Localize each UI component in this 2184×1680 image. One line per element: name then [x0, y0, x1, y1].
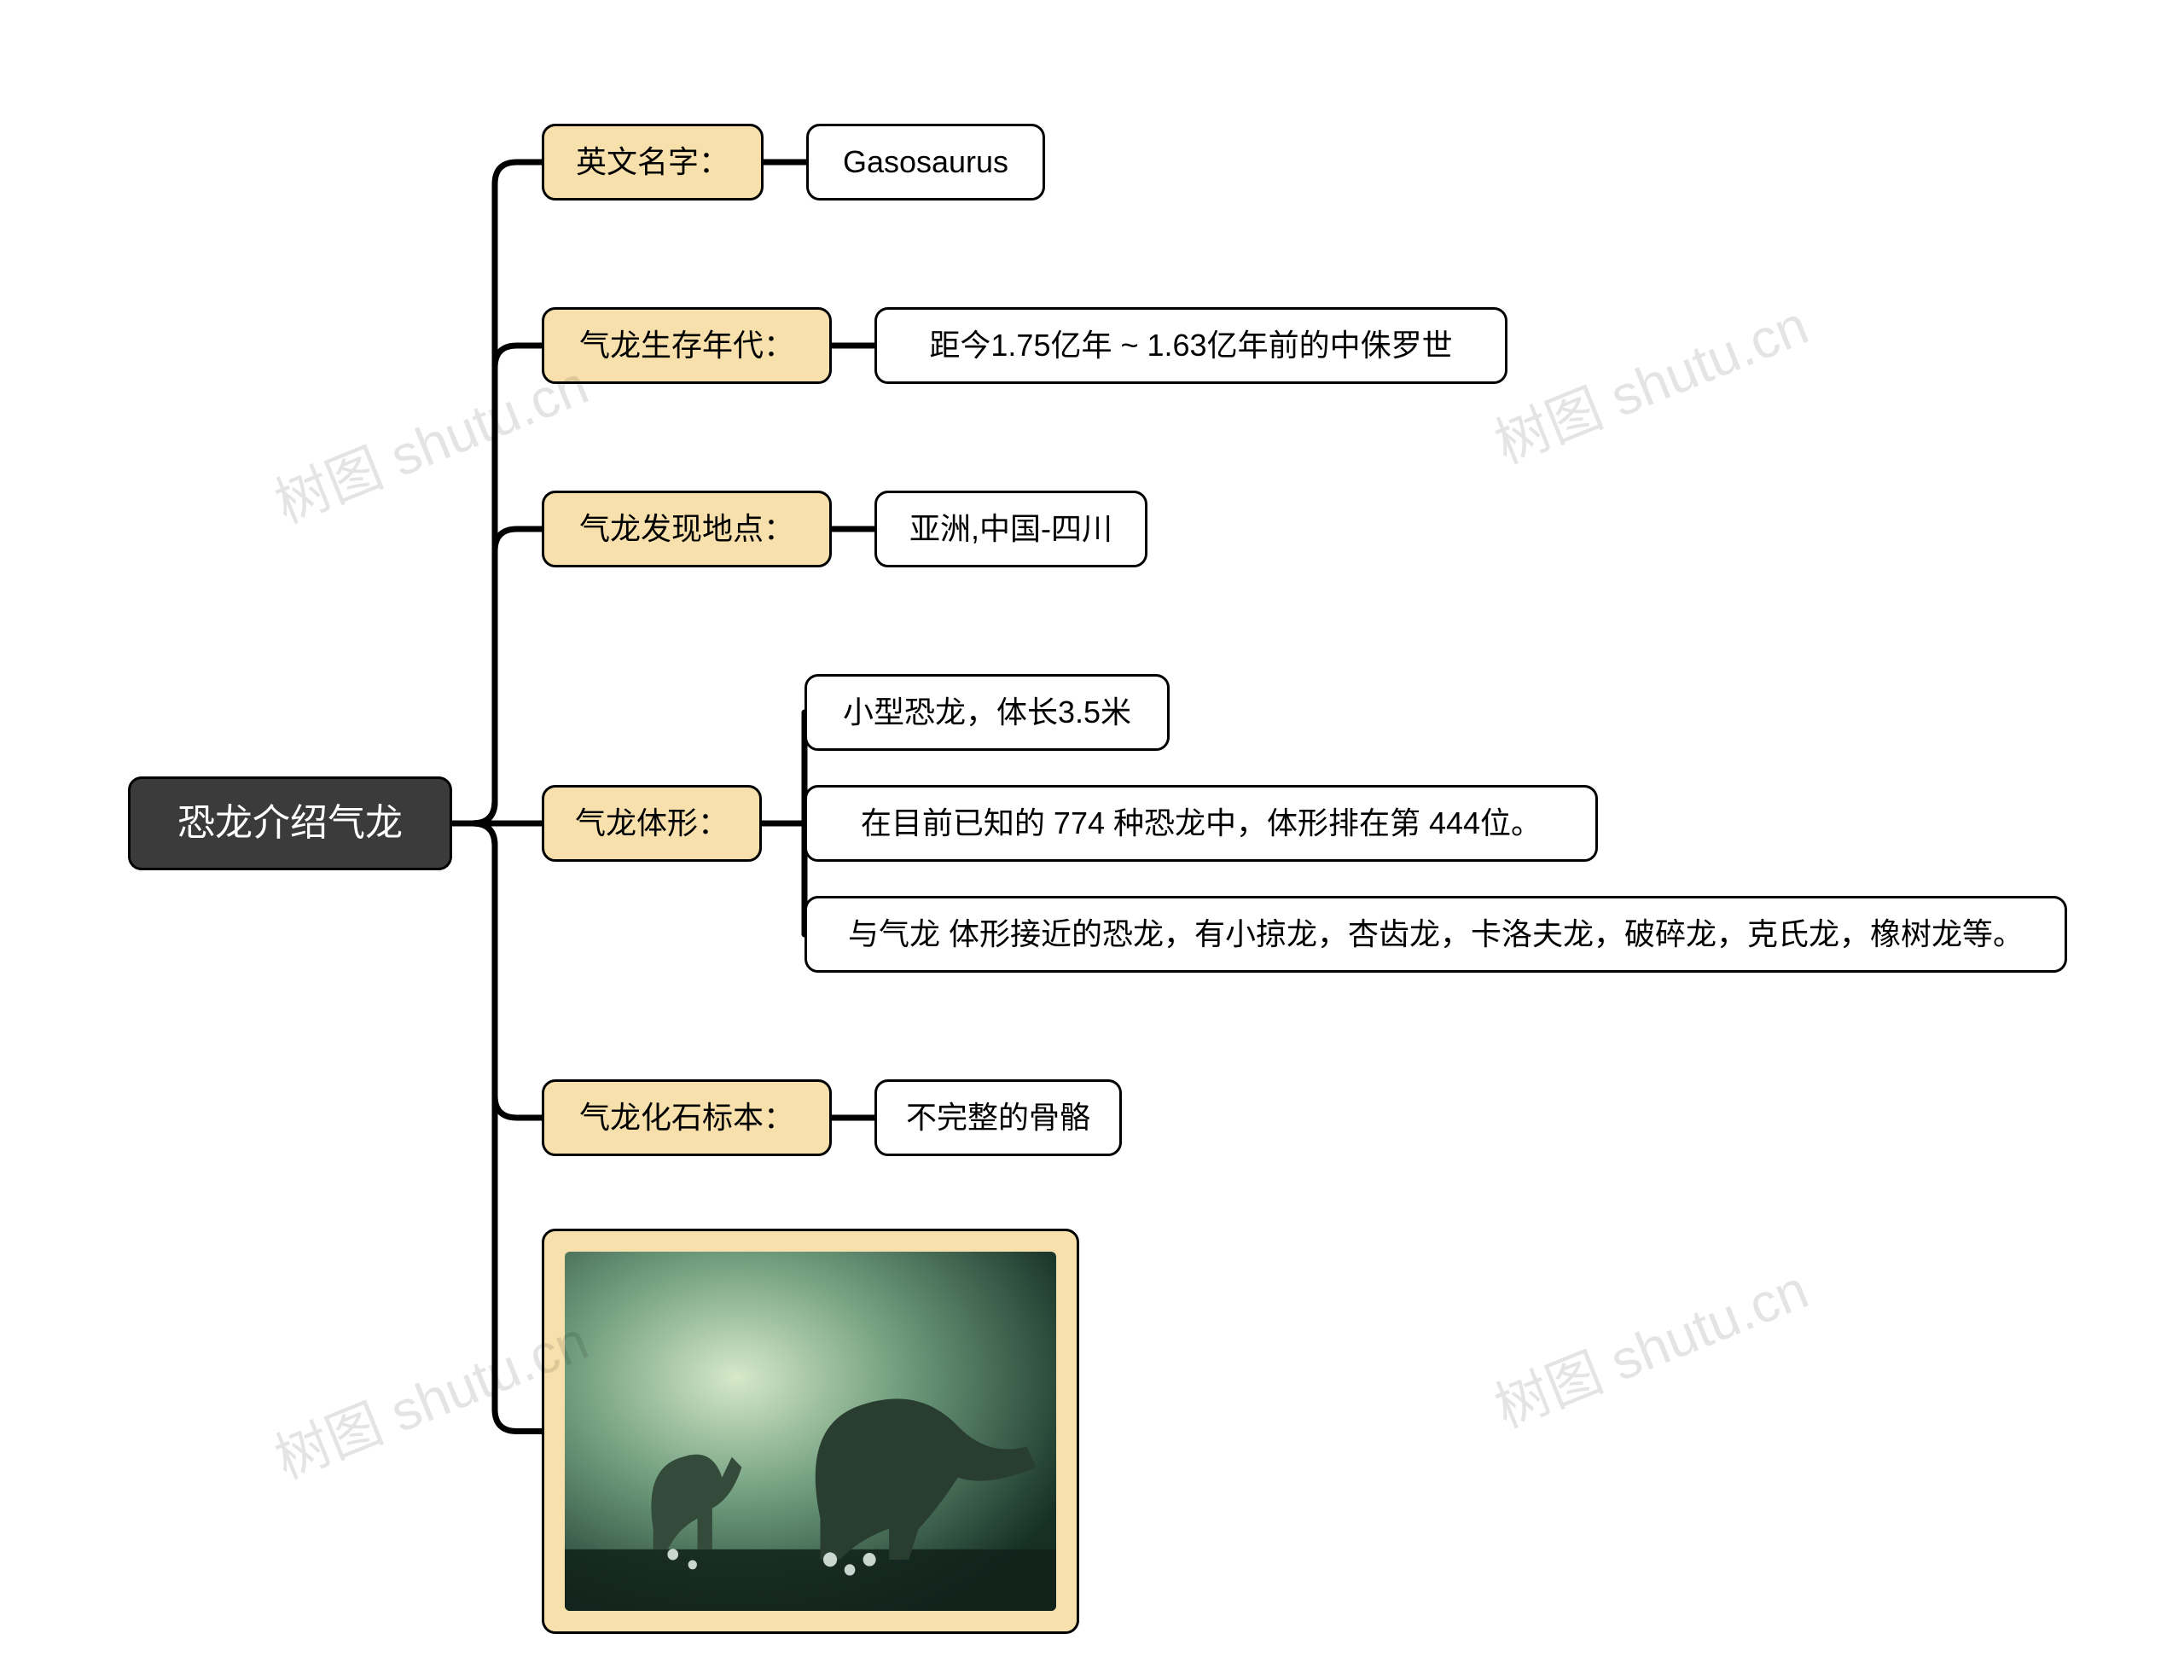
- leaf-label: Gasosaurus: [843, 143, 1008, 180]
- leaf-era-value[interactable]: 距今1.75亿年 ~ 1.63亿年前的中侏罗世: [874, 307, 1507, 384]
- branch-label: 气龙发现地点：: [579, 510, 794, 547]
- leaf-body-shape-3[interactable]: 与气龙 体形接近的恐龙，有小掠龙，杏齿龙，卡洛夫龙，破碎龙，克氏龙，橡树龙等。: [804, 896, 2067, 973]
- dinosaur-image-placeholder: [565, 1252, 1056, 1611]
- branch-body-shape[interactable]: 气龙体形：: [542, 785, 762, 862]
- leaf-label: 在目前已知的 774 种恐龙中，体形排在第 444位。: [861, 805, 1542, 841]
- leaf-body-shape-2[interactable]: 在目前已知的 774 种恐龙中，体形排在第 444位。: [804, 785, 1598, 862]
- leaf-english-name-value[interactable]: Gasosaurus: [806, 124, 1045, 201]
- leaf-label: 与气龙 体形接近的恐龙，有小掠龙，杏齿龙，卡洛夫龙，破碎龙，克氏龙，橡树龙等。: [848, 916, 2024, 952]
- leaf-location-value[interactable]: 亚洲,中国-四川: [874, 491, 1147, 567]
- branch-fossil[interactable]: 气龙化石标本：: [542, 1079, 832, 1156]
- leaf-label: 小型恐龙，体长3.5米: [843, 694, 1131, 730]
- leaf-body-shape-1[interactable]: 小型恐龙，体长3.5米: [804, 674, 1170, 751]
- branch-label: 气龙生存年代：: [579, 327, 794, 363]
- root-node[interactable]: 恐龙介绍气龙: [128, 776, 452, 870]
- root-label: 恐龙介绍气龙: [177, 801, 403, 846]
- leaf-label: 距今1.75亿年 ~ 1.63亿年前的中侏罗世: [929, 327, 1452, 363]
- watermark: 树图 shutu.cn: [1482, 1247, 1818, 1444]
- mindmap-canvas: 恐龙介绍气龙 英文名字： 气龙生存年代： 气龙发现地点： 气龙体形： 气龙化石标…: [0, 0, 2184, 1680]
- branch-english-name[interactable]: 英文名字：: [542, 124, 764, 201]
- branch-label: 气龙体形：: [575, 805, 729, 841]
- leaf-label: 不完整的骨骼: [906, 1099, 1090, 1136]
- leaf-fossil-value[interactable]: 不完整的骨骼: [874, 1079, 1122, 1156]
- leaf-label: 亚洲,中国-四川: [909, 510, 1112, 547]
- branch-label: 气龙化石标本：: [579, 1099, 794, 1136]
- branch-era[interactable]: 气龙生存年代：: [542, 307, 832, 384]
- branch-label: 英文名字：: [576, 143, 729, 180]
- branch-location[interactable]: 气龙发现地点：: [542, 491, 832, 567]
- watermark: 树图 shutu.cn: [1482, 282, 1818, 480]
- branch-image[interactable]: [542, 1229, 1079, 1634]
